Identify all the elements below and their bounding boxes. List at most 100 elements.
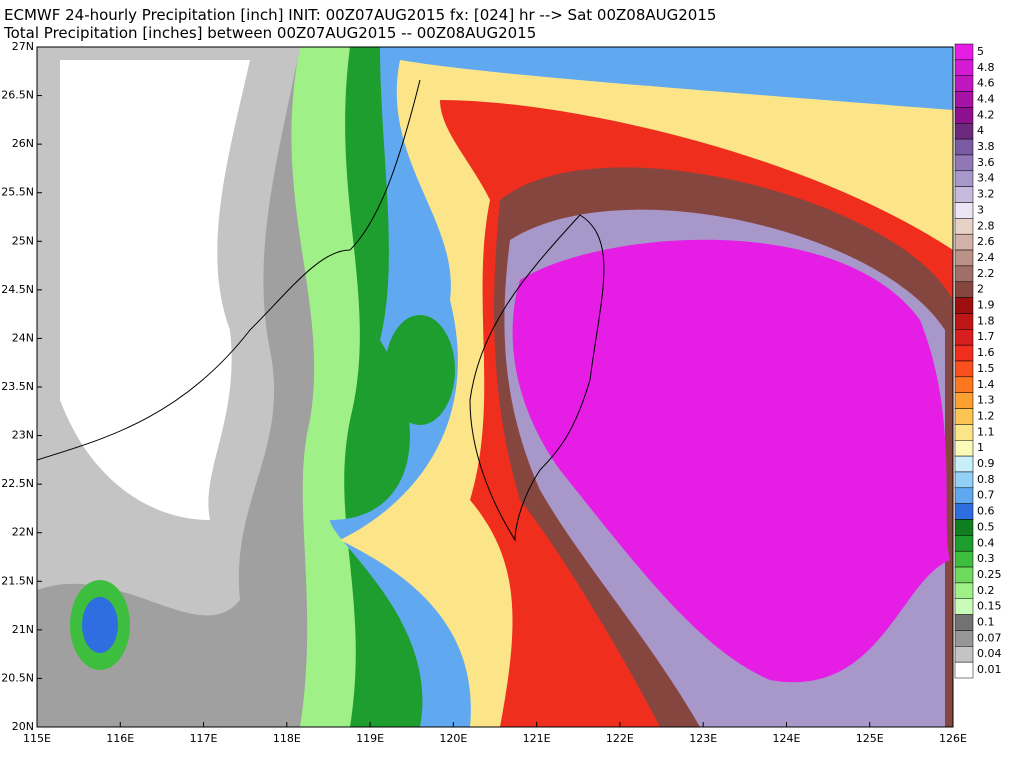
colorbar-label: 2 (977, 283, 984, 296)
colorbar-label: 0.8 (977, 473, 995, 486)
colorbar-label: 1.4 (977, 378, 995, 391)
lat-label: 24N (12, 331, 34, 344)
colorbar-swatch (954, 424, 974, 441)
colorbar-label: 1.1 (977, 425, 995, 438)
colorbar-swatch (954, 471, 974, 489)
colorbar-swatch (954, 566, 974, 584)
colorbar-swatch (954, 440, 974, 457)
colorbar-label: 1.9 (977, 299, 995, 312)
green-patch (385, 315, 455, 425)
colorbar-swatch (954, 107, 974, 124)
lon-label: 126E (939, 732, 967, 745)
colorbar-label: 3 (977, 203, 984, 216)
colorbar-label: 0.07 (977, 631, 1002, 644)
colorbar-swatch (954, 138, 974, 156)
colorbar-label: 3.8 (977, 140, 995, 153)
lon-label: 118E (273, 732, 301, 745)
colorbar-swatch (954, 154, 974, 172)
colorbar-label: 1 (977, 441, 984, 454)
lat-label: 27N (12, 40, 34, 53)
colorbar-swatch (954, 598, 974, 615)
title: ECMWF 24-hourly Precipitation [inch] INI… (4, 6, 716, 24)
colorbar-label: 4.4 (977, 92, 995, 105)
colorbar-label: 1.7 (977, 330, 995, 343)
lat-label: 22N (12, 526, 34, 539)
colorbar-swatch (954, 392, 974, 409)
colorbar-swatch (954, 91, 974, 108)
lat-label: 21N (12, 623, 34, 636)
colorbar-swatch (954, 186, 974, 203)
lon-label: 123E (689, 732, 717, 745)
colorbar-swatch (954, 313, 974, 330)
colorbar-label: 0.2 (977, 584, 995, 597)
colorbar-swatch (954, 550, 974, 568)
colorbar-swatch (954, 408, 974, 425)
colorbar-label: 2.4 (977, 251, 995, 264)
colorbar-label: 1.5 (977, 362, 995, 375)
colorbar-swatch (954, 265, 974, 282)
colorbar-label: 0.7 (977, 489, 995, 502)
lat-label: 23N (12, 429, 34, 442)
max-precip (512, 239, 950, 683)
lon-label: 117E (190, 732, 218, 745)
colorbar-label: 0.3 (977, 552, 995, 565)
colorbar-label: 2.6 (977, 235, 995, 248)
colorbar-label: 1.3 (977, 394, 995, 407)
colorbar-swatch (954, 202, 974, 219)
lon-label: 124E (772, 732, 800, 745)
colorbar-label: 0.4 (977, 536, 995, 549)
colorbar-label: 1.6 (977, 346, 995, 359)
cell-core (82, 597, 118, 653)
colorbar-swatch (954, 218, 974, 235)
colorbar-label: 4 (977, 124, 984, 137)
colorbar-swatch (954, 281, 974, 298)
precip-field (37, 47, 953, 727)
lat-label: 25N (12, 234, 34, 247)
lon-label: 120E (439, 732, 467, 745)
lat-label: 24.5N (1, 283, 34, 296)
lon-label: 121E (523, 732, 551, 745)
colorbar-label: 0.04 (977, 647, 1002, 660)
colorbar-label: 1.2 (977, 409, 995, 422)
lat-label: 23.5N (1, 380, 34, 393)
lon-label: 116E (106, 732, 134, 745)
colorbar-swatch (954, 59, 974, 76)
colorbar-label: 3.6 (977, 156, 995, 169)
dry-region (60, 60, 250, 520)
lon-label: 122E (606, 732, 634, 745)
lat-label: 22.5N (1, 477, 34, 490)
taiwan-outline (469, 214, 605, 542)
colorbar-label: 2.2 (977, 267, 995, 280)
colorbar-swatch (954, 170, 974, 187)
colorbar-swatch (954, 661, 974, 679)
colorbar-swatch (954, 455, 974, 473)
colorbar-swatch (954, 360, 974, 378)
colorbar-label: 0.01 (977, 663, 1002, 676)
colorbar-swatch (954, 43, 974, 61)
colorbar-swatch (954, 233, 974, 251)
colorbar-swatch (954, 614, 974, 631)
subtitle: Total Precipitation [inches] between 00Z… (3, 24, 536, 42)
colorbar-swatch (954, 582, 974, 600)
lat-label: 20.5N (1, 671, 34, 684)
colorbar-swatch (954, 329, 974, 346)
coastline (37, 79, 421, 461)
colorbar-label: 0.25 (977, 568, 1002, 581)
colorbar-swatch (954, 646, 974, 663)
lon-label: 125E (856, 732, 884, 745)
lat-label: 21.5N (1, 574, 34, 587)
colorbar-swatch (954, 344, 974, 362)
lat-label: 26N (12, 137, 34, 150)
colorbar-label: 0.6 (977, 505, 995, 518)
colorbar-label: 2.8 (977, 219, 995, 232)
colorbar-swatch (954, 376, 974, 393)
colorbar-label: 4.6 (977, 77, 995, 90)
colorbar-swatch (954, 249, 974, 267)
colorbar-swatch (954, 75, 974, 92)
colorbar-label: 4.2 (977, 108, 995, 121)
colorbar-swatch (954, 519, 974, 536)
colorbar-swatch (954, 535, 974, 552)
lat-label: 25.5N (1, 186, 34, 199)
colorbar-label: 5 (977, 45, 984, 58)
lat-label: 26.5N (1, 89, 34, 102)
